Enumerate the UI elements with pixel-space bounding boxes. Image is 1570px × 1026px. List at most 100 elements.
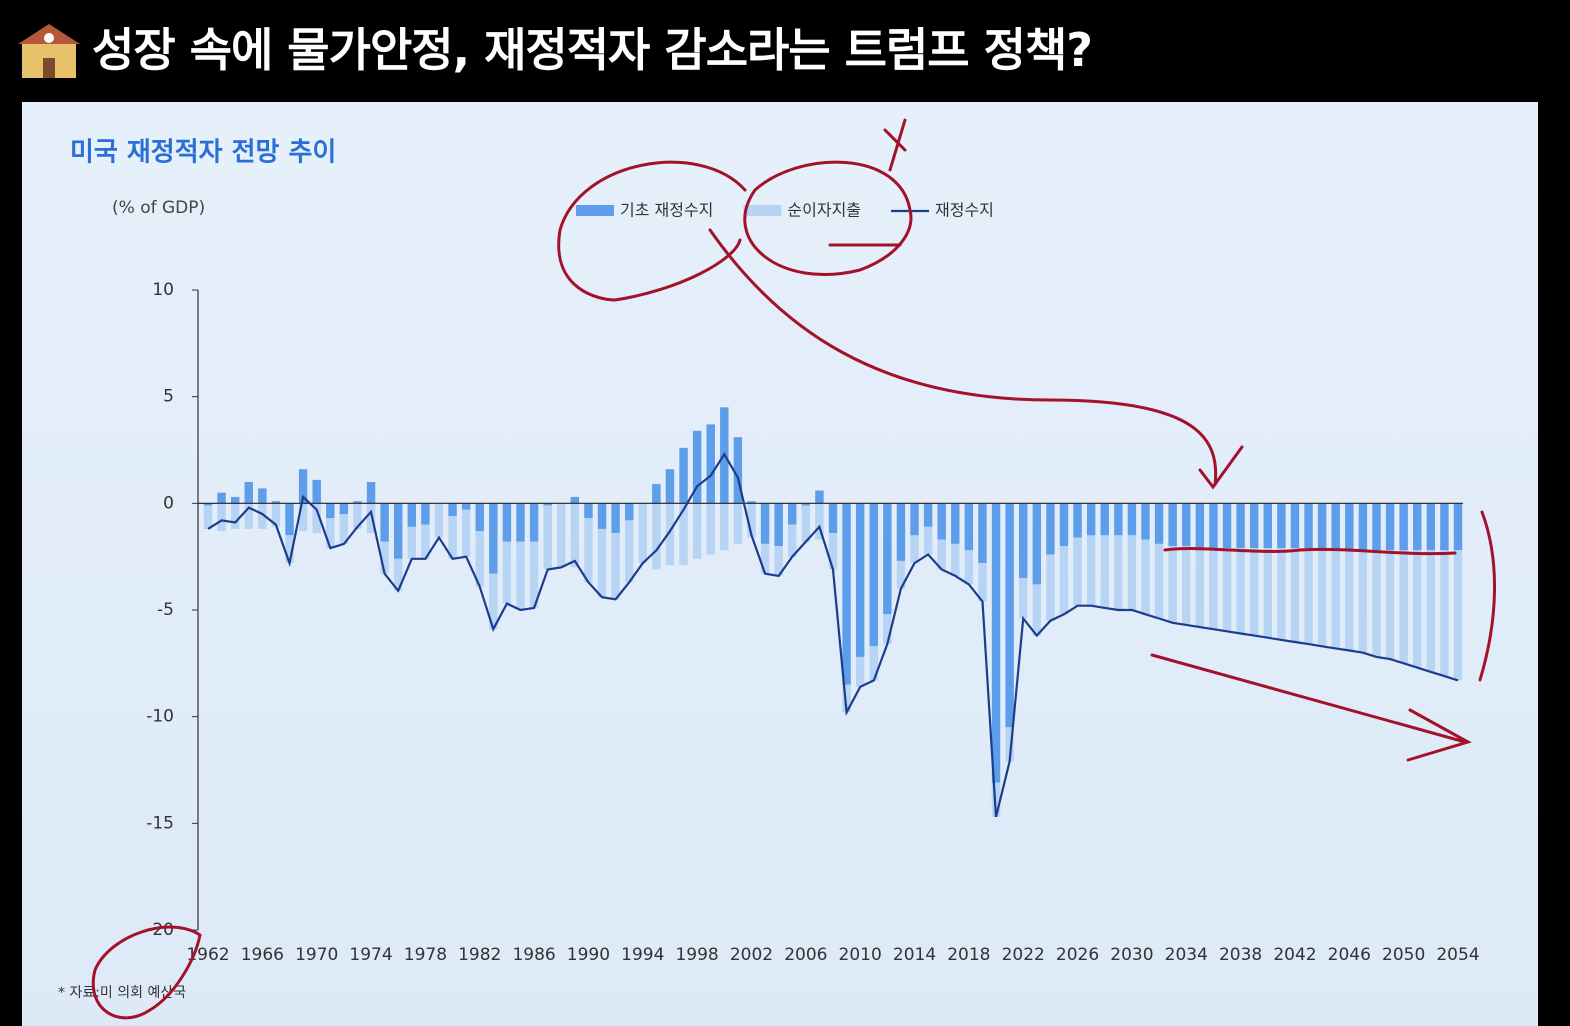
y-tick-label: -5 — [157, 600, 174, 620]
bar — [529, 503, 539, 542]
bar — [258, 503, 267, 529]
bar — [951, 503, 960, 544]
bar — [1372, 503, 1381, 551]
bar — [489, 573, 498, 630]
bar — [1277, 548, 1286, 640]
bar — [380, 541, 389, 574]
x-tick-label: 1994 — [621, 945, 664, 965]
bar — [1182, 503, 1191, 546]
bar — [475, 503, 484, 532]
bar — [1154, 543, 1164, 619]
bar — [475, 531, 484, 587]
bar — [1005, 503, 1014, 728]
bar — [448, 503, 457, 517]
x-tick-label: 2046 — [1328, 945, 1371, 965]
bar — [421, 524, 430, 559]
bar — [1304, 548, 1313, 645]
bar — [747, 503, 756, 538]
x-tick-label: 1986 — [512, 945, 555, 965]
bar — [353, 503, 362, 529]
y-tick-label: 5 — [163, 387, 174, 407]
bar — [978, 503, 987, 564]
bar — [1019, 578, 1028, 619]
x-tick-label: 2022 — [1002, 945, 1045, 965]
bar — [910, 503, 919, 536]
bar — [1046, 554, 1055, 621]
bar — [1073, 537, 1082, 606]
bar — [285, 535, 294, 564]
bar — [1005, 727, 1014, 762]
bar — [1358, 550, 1368, 653]
bar — [1290, 548, 1300, 642]
bar — [1209, 503, 1218, 549]
bar — [760, 503, 770, 544]
bar — [896, 560, 906, 589]
bar — [421, 503, 430, 525]
bar — [1399, 503, 1408, 551]
annotation-stroke — [883, 118, 907, 172]
bar — [1399, 550, 1408, 664]
bar — [312, 479, 321, 504]
bar — [1372, 550, 1381, 657]
icon-door — [43, 58, 55, 78]
x-tick-label: 2034 — [1165, 945, 1208, 965]
bar — [910, 535, 919, 564]
bar — [597, 528, 607, 598]
bar — [230, 496, 240, 504]
bar — [733, 503, 743, 544]
x-tick-label: 1970 — [295, 945, 338, 965]
annotation-stroke — [1150, 653, 1472, 762]
bar — [1209, 548, 1218, 630]
bar — [774, 503, 783, 546]
bar — [624, 503, 634, 521]
x-tick-label: 2050 — [1382, 945, 1425, 965]
bar — [1168, 503, 1177, 546]
bar — [951, 543, 960, 576]
bar — [1249, 503, 1259, 549]
bar — [1440, 550, 1449, 677]
bar — [611, 503, 620, 534]
bar — [366, 482, 376, 504]
bar — [747, 501, 756, 504]
bar — [1236, 503, 1245, 549]
bar — [679, 503, 688, 566]
bar — [502, 541, 512, 604]
bar — [1168, 546, 1177, 623]
bar — [1127, 535, 1137, 610]
x-tick-label: 2006 — [784, 945, 827, 965]
bar — [394, 558, 403, 591]
bar — [244, 482, 253, 504]
bar — [570, 496, 580, 504]
bar — [489, 503, 498, 574]
bar — [1331, 503, 1340, 551]
bar — [1385, 550, 1395, 660]
legend-swatch — [743, 205, 782, 216]
bar — [1114, 535, 1123, 610]
bar — [883, 503, 892, 615]
annotation-stroke — [708, 228, 1244, 490]
x-tick-label: 2018 — [947, 945, 990, 965]
bar — [760, 543, 770, 574]
bar — [706, 424, 715, 504]
bar — [855, 503, 865, 657]
bar — [543, 503, 552, 506]
x-tick-label: 1990 — [567, 945, 610, 965]
bar — [298, 469, 308, 504]
x-tick-label: 2014 — [893, 945, 936, 965]
bar — [1059, 546, 1069, 615]
bar — [774, 546, 783, 576]
bar — [339, 514, 349, 544]
bar — [828, 533, 838, 570]
bar — [842, 684, 851, 713]
bar — [923, 503, 933, 527]
bar — [788, 503, 797, 525]
bar — [271, 503, 281, 527]
bar — [529, 541, 539, 608]
bar — [271, 501, 281, 504]
bar — [624, 520, 634, 583]
bar — [312, 503, 321, 534]
x-tick-label: 2002 — [730, 945, 773, 965]
bar — [543, 505, 552, 570]
